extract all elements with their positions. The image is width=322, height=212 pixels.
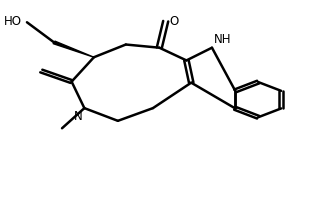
Polygon shape (53, 41, 94, 57)
Text: HO: HO (4, 15, 22, 28)
Text: N: N (74, 110, 83, 123)
Text: NH: NH (213, 33, 231, 46)
Text: O: O (169, 15, 179, 28)
